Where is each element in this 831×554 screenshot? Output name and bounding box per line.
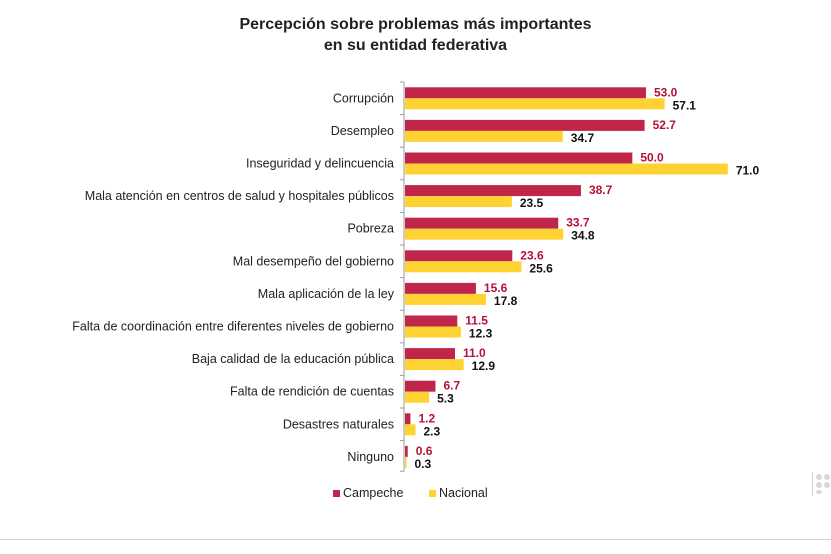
bar-nacional [405,391,430,403]
data-label-campeche: 1.2 [418,411,435,425]
category-label: Desastres naturales [283,417,394,431]
data-label-nacional: 5.3 [437,392,454,406]
data-label-nacional: 17.8 [494,294,518,308]
bar-nacional [405,196,512,208]
bar-campeche [405,250,513,262]
data-label-nacional: 12.3 [469,327,493,341]
bar-nacional [405,228,564,240]
bar-nacional [405,326,461,338]
bar-campeche [405,152,633,164]
data-label-campeche: 11.0 [463,346,486,360]
bar-campeche [405,185,581,197]
legend-label-campeche: Campeche [343,486,403,500]
bar-nacional [405,130,563,142]
data-label-campeche: 11.5 [465,314,488,328]
footer-divider [0,539,831,540]
bar-campeche [405,413,411,425]
bar-campeche [405,282,476,294]
data-label-nacional: 34.7 [571,131,595,145]
legend-swatch-nacional [429,490,436,497]
bar-campeche [405,380,436,392]
data-label-campeche: 6.7 [443,379,460,393]
data-label-nacional: 23.5 [520,196,544,210]
bar-campeche [405,315,458,327]
bar-nacional [405,293,486,305]
bar-campeche [405,87,646,99]
bar-campeche [405,119,645,131]
bar-nacional [405,456,407,468]
chart-title-line2: en su entidad federativa [323,37,508,54]
bar-nacional [405,261,522,273]
category-label: Pobreza [347,222,394,236]
data-label-campeche: 53.0 [654,85,678,99]
data-label-nacional: 71.0 [736,164,760,178]
data-label-nacional: 2.3 [423,424,440,438]
bar-nacional [405,98,665,110]
bar-campeche [405,445,408,457]
category-label: Mal desempeño del gobierno [233,254,394,268]
data-label-campeche: 23.6 [520,248,544,262]
data-label-campeche: 15.6 [484,281,508,295]
bar-campeche [405,348,456,360]
data-label-campeche: 33.7 [566,216,590,230]
bar-campeche [405,217,559,229]
data-label-campeche: 38.7 [589,183,613,197]
legend-swatch-campeche [333,490,340,497]
category-label: Desempleo [331,124,394,138]
logo-icon [812,472,831,496]
data-label-nacional: 12.9 [472,359,496,373]
category-label: Mala atención en centros de salud y hosp… [85,189,394,203]
data-label-campeche: 50.0 [640,151,664,165]
data-label-campeche: 52.7 [653,118,677,132]
category-label: Ninguno [347,450,394,464]
category-label: Falta de coordinación entre diferentes n… [72,320,394,334]
category-label: Mala aplicación de la ley [258,287,395,301]
data-label-nacional: 34.8 [571,229,595,243]
data-label-nacional: 25.6 [529,261,553,275]
data-label-nacional: 57.1 [673,98,697,112]
data-label-campeche: 0.6 [416,444,433,458]
data-label-nacional: 0.3 [415,457,432,471]
category-label: Falta de rendición de cuentas [230,385,394,399]
category-label: Corrupción [333,91,394,105]
bar-nacional [405,359,464,371]
legend-label-nacional: Nacional [439,486,488,500]
category-label: Inseguridad y delincuencia [246,157,394,171]
bar-nacional [405,424,416,436]
bar-nacional [405,163,728,175]
chart-title-line1: Percepción sobre problemas más important… [239,16,592,33]
category-label: Baja calidad de la educación pública [192,352,394,366]
